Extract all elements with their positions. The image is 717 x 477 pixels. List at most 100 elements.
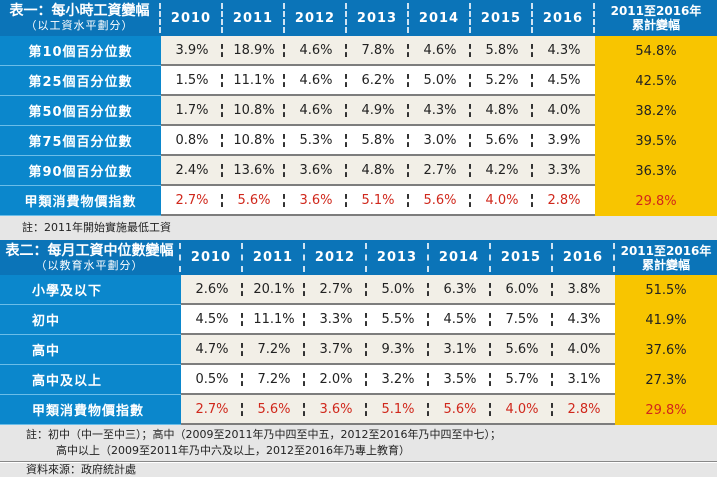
year-header: 2012 bbox=[305, 243, 367, 272]
value-cell: 4.3% bbox=[553, 305, 615, 335]
table-row: 甲類消費物價指數 2.7% 5.6% 3.6% 5.1% 5.6% 4.0% 2.8% 29.8… bbox=[0, 395, 717, 425]
year-header: 2015 bbox=[491, 243, 553, 272]
table-row: 第75個百分位數 0.8% 10.8% 5.3% 5.8% 3.0% 5.6% 3.9% 39.… bbox=[0, 126, 717, 156]
value-cell: 5.6% bbox=[471, 126, 533, 156]
value-cell: 4.5% bbox=[533, 66, 595, 96]
year-header: 2013 bbox=[367, 243, 429, 272]
row-label: 高中 bbox=[0, 335, 181, 365]
value-cell: 2.7% bbox=[181, 395, 243, 425]
cumulative-cell: 39.5% bbox=[595, 126, 717, 156]
row-label: 第10個百分位數 bbox=[0, 36, 161, 66]
title-text: 表一：每小時工資變幅 bbox=[9, 3, 150, 19]
value-cell: 4.0% bbox=[553, 335, 615, 365]
value-cell: 0.5% bbox=[181, 365, 243, 395]
table-row: 高中 4.7% 7.2% 3.7% 9.3% 3.1% 5.6% 4.0% 37.6% bbox=[0, 335, 717, 365]
cumulative-cell: 29.8% bbox=[595, 186, 717, 216]
value-cell: 5.0% bbox=[367, 275, 429, 305]
value-cell: 7.8% bbox=[347, 36, 409, 66]
row-label: 高中及以上 bbox=[0, 365, 181, 395]
source-note: 資料來源：政府統計處 bbox=[0, 462, 717, 476]
value-cell: 4.5% bbox=[429, 305, 491, 335]
value-cell: 6.2% bbox=[347, 66, 409, 96]
year-header: 2010 bbox=[161, 3, 223, 33]
cumulative-cell: 42.5% bbox=[595, 66, 717, 96]
table-row: 高中及以上 0.5% 7.2% 2.0% 3.2% 3.5% 5.7% 3.1% 27.3% bbox=[0, 365, 717, 395]
cumulative-cell: 38.2% bbox=[595, 96, 717, 126]
value-cell: 5.3% bbox=[285, 126, 347, 156]
value-cell: 18.9% bbox=[223, 36, 285, 66]
row-label: 小學及以下 bbox=[0, 275, 181, 305]
table-row: 小學及以下 2.6% 20.1% 2.7% 5.0% 6.3% 6.0% 3.8% 51.5% bbox=[0, 275, 717, 305]
row-label: 甲類消費物價指數 bbox=[0, 395, 181, 425]
header-row: 表二：每月工資中位數變幅 （以教育水平劃分） 2010 2011 2012 2013 20… bbox=[0, 240, 717, 275]
value-cell: 20.1% bbox=[243, 275, 305, 305]
value-cell: 10.8% bbox=[223, 96, 285, 126]
value-cell: 5.8% bbox=[347, 126, 409, 156]
value-cell: 4.8% bbox=[347, 156, 409, 186]
value-cell: 0.8% bbox=[161, 126, 223, 156]
value-cell: 4.0% bbox=[533, 96, 595, 126]
value-cell: 4.0% bbox=[471, 186, 533, 216]
value-cell: 5.1% bbox=[367, 395, 429, 425]
value-cell: 3.7% bbox=[305, 335, 367, 365]
value-cell: 2.7% bbox=[409, 156, 471, 186]
cumulative-cell: 54.8% bbox=[595, 36, 717, 66]
value-cell: 5.1% bbox=[347, 186, 409, 216]
cumulative-header-line1: 2011至2016年 bbox=[610, 4, 702, 18]
value-cell: 5.6% bbox=[243, 395, 305, 425]
table-hourly-wage: 表一：每小時工資變幅 （以工資水平劃分） 2010 2011 2012 2013 2014… bbox=[0, 0, 717, 216]
cumulative-cell: 36.3% bbox=[595, 156, 717, 186]
value-cell: 3.6% bbox=[305, 395, 367, 425]
value-cell: 2.6% bbox=[181, 275, 243, 305]
value-cell: 3.1% bbox=[429, 335, 491, 365]
value-cell: 4.6% bbox=[285, 66, 347, 96]
table-row: 第90個百分位數 2.4% 13.6% 3.6% 4.8% 2.7% 4.2% 3.3% 36.… bbox=[0, 156, 717, 186]
cumulative-header: 2011至2016年 累計變幅 bbox=[595, 0, 717, 36]
year-header: 2011 bbox=[223, 3, 285, 33]
row-label: 第75個百分位數 bbox=[0, 126, 161, 156]
value-cell: 5.8% bbox=[471, 36, 533, 66]
table-row: 第10個百分位數 3.9% 18.9% 4.6% 7.8% 4.6% 5.8% 4.3% 54.… bbox=[0, 36, 717, 66]
value-cell: 4.6% bbox=[409, 36, 471, 66]
table-monthly-wage: 表二：每月工資中位數變幅 （以教育水平劃分） 2010 2011 2012 2013 20… bbox=[0, 240, 717, 425]
cumulative-header-line2: 累計變幅 bbox=[641, 257, 690, 272]
value-cell: 3.6% bbox=[285, 156, 347, 186]
cumulative-cell: 51.5% bbox=[615, 275, 717, 305]
value-cell: 3.3% bbox=[533, 156, 595, 186]
value-cell: 4.9% bbox=[347, 96, 409, 126]
value-cell: 6.3% bbox=[429, 275, 491, 305]
cumulative-header: 2011至2016年 累計變幅 bbox=[615, 240, 717, 275]
year-header: 2014 bbox=[409, 3, 471, 33]
value-cell: 2.4% bbox=[161, 156, 223, 186]
year-header: 2011 bbox=[243, 243, 305, 272]
value-cell: 5.0% bbox=[409, 66, 471, 96]
table-title: 表二：每月工資中位數變幅 （以教育水平劃分） bbox=[0, 243, 181, 272]
year-header: 2010 bbox=[181, 243, 243, 272]
table2-note-line2: 高中以上（2009至2011年乃中六及以上，2012至2016年乃專上教育） bbox=[56, 444, 410, 457]
value-cell: 4.5% bbox=[181, 305, 243, 335]
table-title: 表一：每小時工資變幅 （以工資水平劃分） bbox=[0, 3, 161, 33]
row-label: 第50個百分位數 bbox=[0, 96, 161, 126]
cumulative-cell: 27.3% bbox=[615, 365, 717, 395]
cumulative-cell: 41.9% bbox=[615, 305, 717, 335]
table-row: 初中 4.5% 11.1% 3.3% 5.5% 4.5% 7.5% 4.3% 41.9% bbox=[0, 305, 717, 335]
value-cell: 3.9% bbox=[161, 36, 223, 66]
row-label: 第90個百分位數 bbox=[0, 156, 161, 186]
year-header: 2013 bbox=[347, 3, 409, 33]
row-label: 初中 bbox=[0, 305, 181, 335]
value-cell: 11.1% bbox=[223, 66, 285, 96]
value-cell: 5.7% bbox=[491, 365, 553, 395]
value-cell: 2.8% bbox=[553, 395, 615, 425]
value-cell: 7.2% bbox=[243, 365, 305, 395]
value-cell: 11.1% bbox=[243, 305, 305, 335]
value-cell: 3.3% bbox=[305, 305, 367, 335]
table2-note-line1: 註：初中（中一至中三）；高中（2009至2011年乃中四至中五，2012至201… bbox=[26, 428, 501, 441]
table1-note: 註：2011年開始實施最低工資 bbox=[0, 216, 717, 239]
value-cell: 3.1% bbox=[553, 365, 615, 395]
cumulative-header-line1: 2011至2016年 bbox=[620, 243, 712, 258]
cumulative-cell: 29.8% bbox=[615, 395, 717, 425]
value-cell: 4.0% bbox=[491, 395, 553, 425]
value-cell: 13.6% bbox=[223, 156, 285, 186]
value-cell: 4.3% bbox=[409, 96, 471, 126]
value-cell: 1.5% bbox=[161, 66, 223, 96]
